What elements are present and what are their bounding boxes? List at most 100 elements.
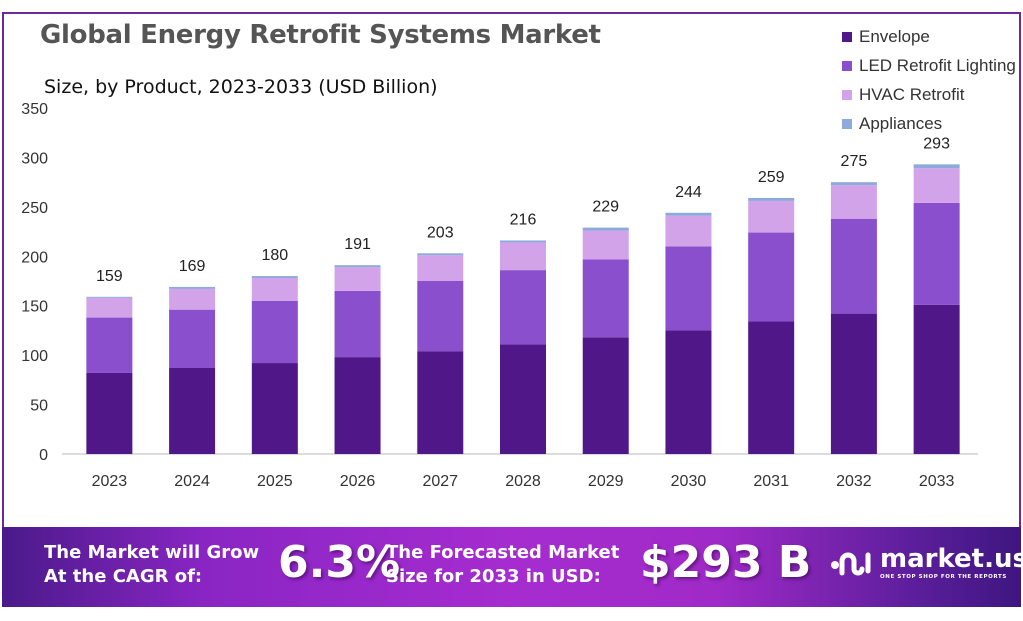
bar-segment-appliances <box>417 253 464 256</box>
bar-total-label: 259 <box>758 169 785 186</box>
bar-total-label: 203 <box>427 224 454 241</box>
legend-swatch-appliances <box>842 118 852 129</box>
bar-segment-hvac-retrofit <box>665 215 712 247</box>
bar-segment-hvac-retrofit <box>334 267 381 291</box>
x-tick-label: 2025 <box>257 473 293 490</box>
bar-total-label: 216 <box>510 211 537 228</box>
stacked-bar-chart: 0 50 100 150 200 250 300 350 159 2023 169 2024 180 20… <box>21 101 978 490</box>
bar-segment-led-retrofit-lighting <box>86 317 133 373</box>
y-tick-label: 300 <box>21 150 48 167</box>
chart-title: Global Energy Retrofit Systems Market <box>40 20 601 50</box>
bar-segment-appliances <box>913 164 960 169</box>
y-tick-label: 350 <box>21 101 48 118</box>
forecast-value: $293 B <box>640 537 812 588</box>
chart-legend: Envelope LED Retrofit Lighting HVAC Retr… <box>842 22 1016 138</box>
bar-segment-led-retrofit-lighting <box>417 281 464 352</box>
bar-segment-hvac-retrofit <box>86 297 133 318</box>
bar-segment-envelope <box>913 304 960 454</box>
bar-segment-led-retrofit-lighting <box>748 232 795 322</box>
bar-segment-envelope <box>251 363 298 454</box>
logo-name: market.us <box>880 544 1023 574</box>
bar-segment-appliances <box>169 286 216 289</box>
x-tick-label: 2023 <box>92 473 128 490</box>
bar-segment-envelope <box>86 372 133 454</box>
bar-segment-appliances <box>665 212 712 216</box>
bar-segment-envelope <box>748 321 795 454</box>
x-tick-label: 2026 <box>340 473 376 490</box>
legend-label-led-retrofit-lighting: LED Retrofit Lighting <box>859 55 1016 75</box>
x-tick-label: 2024 <box>174 473 210 490</box>
y-tick-label: 250 <box>21 200 48 217</box>
bar-segment-led-retrofit-lighting <box>169 309 216 368</box>
logo-tagline: ONE STOP SHOP FOR THE REPORTS <box>880 574 1007 580</box>
bar-segment-led-retrofit-lighting <box>500 270 546 345</box>
legend-label-envelope: Envelope <box>859 26 930 46</box>
bar-segment-envelope <box>665 330 712 454</box>
bar-segment-envelope <box>334 357 381 454</box>
bar-segment-appliances <box>251 276 298 279</box>
bar-segment-led-retrofit-lighting <box>830 218 877 314</box>
y-tick-label: 150 <box>21 299 48 316</box>
bar-segment-envelope <box>417 351 464 454</box>
bar-segment-appliances <box>582 227 629 231</box>
bar-segment-hvac-retrofit <box>830 185 877 219</box>
x-tick-label: 2030 <box>671 473 707 490</box>
y-tick-label: 100 <box>21 348 48 365</box>
cagr-label: The Market will Grow At the CAGR of: <box>44 541 284 589</box>
bar-segment-led-retrofit-lighting <box>251 300 298 364</box>
bar-segment-envelope <box>169 367 216 454</box>
cagr-label-line1: The Market will Grow <box>44 542 260 563</box>
bar-segment-led-retrofit-lighting <box>334 290 381 358</box>
bar-segment-appliances <box>334 265 381 268</box>
bar-segment-hvac-retrofit <box>417 255 464 281</box>
bar-segment-appliances <box>86 296 133 298</box>
bar-total-label: 244 <box>675 184 702 201</box>
forecast-label: The Forecasted Market Size for 2033 in U… <box>386 541 646 589</box>
bar-segment-hvac-retrofit <box>748 200 795 233</box>
bar-segment-hvac-retrofit <box>169 288 216 310</box>
bar-total-label: 191 <box>344 236 371 253</box>
legend-label-appliances: Appliances <box>859 113 943 133</box>
bar-segment-envelope <box>830 313 877 454</box>
legend-item-envelope: Envelope <box>842 22 1016 51</box>
bar-total-label: 293 <box>923 135 950 152</box>
bar-segment-hvac-retrofit <box>913 168 960 203</box>
bar-segment-appliances <box>748 197 795 201</box>
y-tick-label: 50 <box>30 398 48 415</box>
bar-total-label: 169 <box>179 258 206 275</box>
bar-segment-hvac-retrofit <box>251 278 298 301</box>
market-us-logo: market.us ONE STOP SHOP FOR THE REPORTS <box>830 545 1023 581</box>
bar-segment-hvac-retrofit <box>500 242 546 271</box>
legend-item-appliances: Appliances <box>842 109 1016 138</box>
bar-segment-led-retrofit-lighting <box>582 259 629 338</box>
x-tick-label: 2028 <box>505 473 541 490</box>
bar-total-label: 180 <box>261 247 288 264</box>
x-tick-label: 2032 <box>836 473 872 490</box>
x-tick-label: 2031 <box>753 473 789 490</box>
market-us-logo-icon <box>831 552 871 576</box>
cagr-value: 6.3% <box>278 537 401 588</box>
legend-item-led-retrofit-lighting: LED Retrofit Lighting <box>842 51 1016 80</box>
legend-item-hvac-retrofit: HVAC Retrofit <box>842 80 1016 109</box>
bar-segment-appliances <box>500 240 546 243</box>
bar-segment-led-retrofit-lighting <box>913 202 960 305</box>
x-tick-label: 2027 <box>422 473 458 490</box>
forecast-label-line1: The Forecasted Market <box>386 542 620 563</box>
bar-segment-envelope <box>582 337 629 454</box>
forecast-label-line2: Size for 2033 in USD: <box>386 566 601 587</box>
x-tick-label: 2029 <box>588 473 624 490</box>
bar-total-label: 229 <box>592 199 619 216</box>
bar-segment-hvac-retrofit <box>582 230 629 260</box>
bar-segment-envelope <box>500 344 546 454</box>
legend-swatch-led-retrofit-lighting <box>842 60 852 71</box>
legend-label-hvac-retrofit: HVAC Retrofit <box>859 84 965 104</box>
cagr-label-line2: At the CAGR of: <box>44 566 203 587</box>
x-tick-label: 2033 <box>919 473 955 490</box>
y-tick-label: 200 <box>21 249 48 266</box>
bar-total-label: 275 <box>841 153 868 170</box>
summary-banner: The Market will Grow At the CAGR of: 6.3… <box>2 527 1023 607</box>
legend-swatch-envelope <box>842 31 852 42</box>
bar-segment-appliances <box>830 182 877 186</box>
chart-subtitle: Size, by Product, 2023-2033 (USD Billion… <box>44 76 438 98</box>
bar-segment-led-retrofit-lighting <box>665 246 712 331</box>
